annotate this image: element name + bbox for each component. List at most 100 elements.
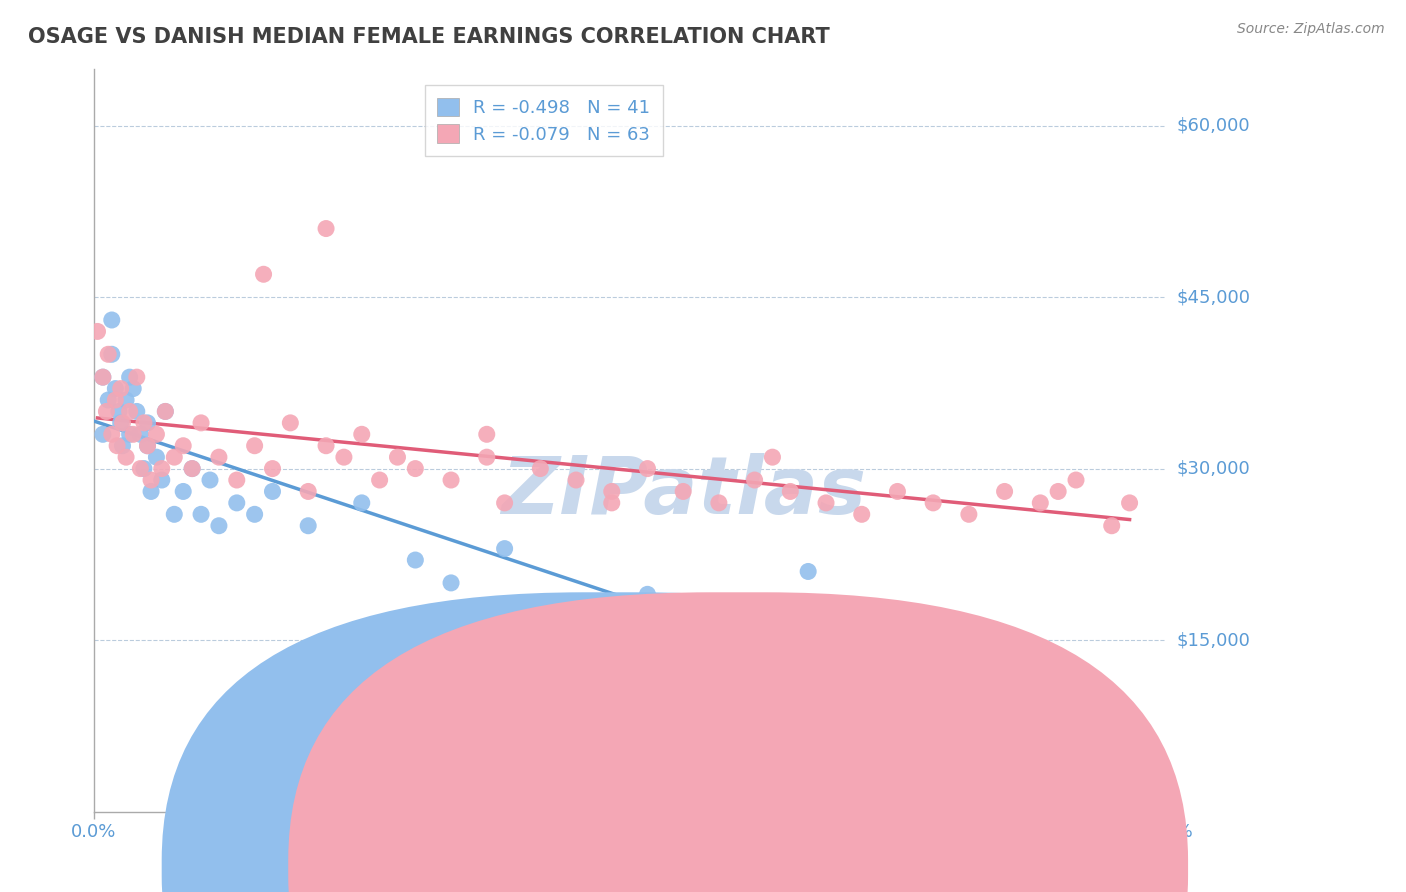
Point (225, 473, 247, 487)
Point (132, 416, 155, 430)
Point (350, 427, 373, 442)
Point (118, 427, 141, 442)
Point (198, 473, 221, 487)
Point (110, 416, 132, 430)
Point (163, 508, 186, 522)
Point (814, 496, 837, 510)
Point (387, 450, 409, 465)
Point (243, 508, 266, 522)
Point (181, 461, 204, 475)
Point (125, 370, 148, 384)
Text: $30,000: $30,000 (1177, 459, 1250, 477)
Point (101, 313, 124, 327)
Point (110, 382, 132, 396)
Point (1118, 496, 1140, 510)
Point (91, 370, 114, 384)
Point (440, 473, 463, 487)
Point (163, 450, 186, 465)
Point (208, 518, 231, 533)
Point (315, 221, 337, 235)
Point (404, 461, 426, 475)
Point (91, 427, 114, 442)
Point (139, 484, 162, 499)
Point (886, 484, 908, 499)
Point (101, 347, 124, 361)
Point (132, 461, 155, 475)
Point (475, 427, 498, 442)
Point (252, 267, 274, 281)
Point (315, 439, 337, 453)
Point (529, 461, 551, 475)
Point (150, 473, 173, 487)
Point (565, 473, 588, 487)
Point (129, 461, 152, 475)
Point (155, 404, 177, 418)
Point (600, 484, 623, 499)
Point (333, 450, 356, 465)
Point (1029, 496, 1052, 510)
Point (118, 370, 141, 384)
Point (111, 416, 134, 430)
Point (129, 427, 152, 442)
Point (86, 325, 108, 339)
Point (115, 392, 138, 407)
Point (181, 461, 204, 475)
Point (145, 427, 167, 442)
Point (115, 450, 138, 465)
Point (262, 484, 284, 499)
Text: $60,000: $60,000 (1177, 117, 1250, 135)
Point (136, 439, 159, 453)
Point (440, 575, 463, 590)
Text: ZIPatlas: ZIPatlas (501, 453, 866, 531)
Point (368, 473, 391, 487)
Point (475, 450, 498, 465)
Point (136, 439, 159, 453)
Point (108, 404, 131, 418)
Point (404, 553, 426, 567)
Point (637, 461, 659, 475)
Point (672, 484, 695, 499)
Point (280, 416, 302, 430)
Point (922, 496, 945, 510)
Point (1064, 473, 1087, 487)
Point (904, 690, 927, 705)
Point (957, 508, 980, 522)
Point (101, 427, 124, 442)
Point (190, 508, 212, 522)
Point (122, 382, 145, 396)
Point (104, 382, 127, 396)
Point (494, 496, 516, 510)
Point (600, 496, 623, 510)
Point (707, 610, 730, 624)
Point (1047, 484, 1070, 499)
Text: Danes: Danes (747, 852, 800, 870)
Point (243, 439, 266, 453)
Point (155, 404, 177, 418)
Point (97, 347, 120, 361)
Point (637, 587, 659, 601)
Point (97, 392, 120, 407)
Point (208, 450, 231, 465)
Point (225, 496, 247, 510)
Point (494, 541, 516, 556)
Point (797, 565, 820, 579)
Point (150, 461, 173, 475)
Legend: R = -0.498   N = 41, R = -0.079   N = 63: R = -0.498 N = 41, R = -0.079 N = 63 (425, 85, 664, 156)
Point (136, 416, 159, 430)
Point (118, 404, 141, 418)
Point (172, 439, 194, 453)
Text: Osage: Osage (634, 852, 688, 870)
Point (565, 599, 588, 613)
Point (105, 439, 128, 453)
Point (122, 427, 145, 442)
Point (262, 461, 284, 475)
Point (993, 484, 1015, 499)
Point (104, 392, 127, 407)
Text: Source: ZipAtlas.com: Source: ZipAtlas.com (1237, 22, 1385, 37)
Point (851, 508, 873, 522)
Point (744, 473, 766, 487)
Point (172, 484, 194, 499)
Point (297, 484, 319, 499)
Point (111, 439, 134, 453)
Point (779, 484, 801, 499)
